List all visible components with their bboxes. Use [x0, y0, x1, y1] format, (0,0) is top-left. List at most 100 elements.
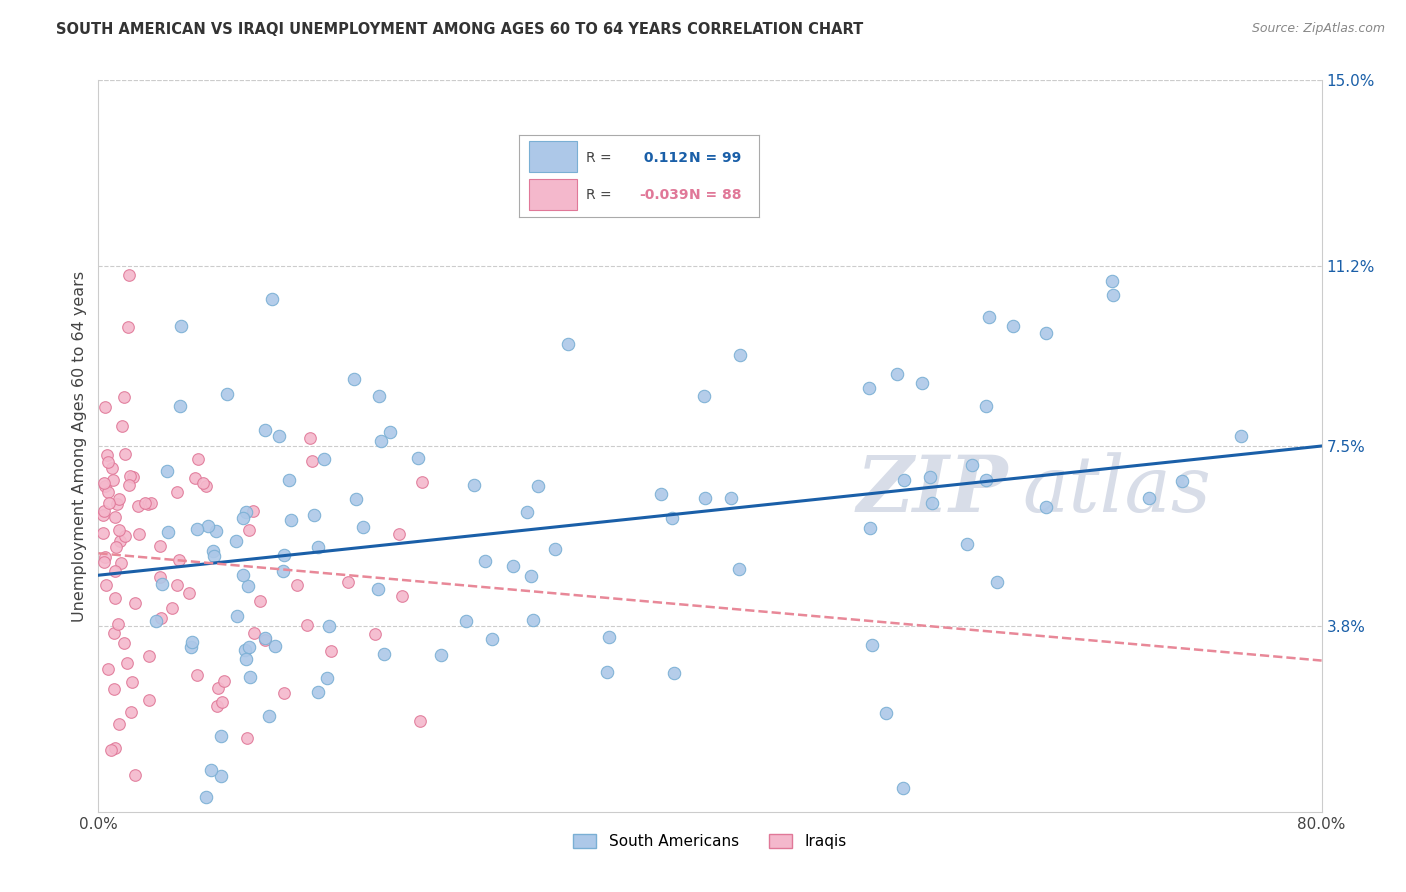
Point: [921, 496, 943, 510]
Point: [378, 425, 401, 440]
Point: [319, 644, 342, 658]
Point: [956, 537, 979, 551]
Point: [225, 534, 247, 549]
Point: [120, 706, 142, 720]
Point: [235, 505, 257, 519]
Point: [891, 781, 914, 796]
Point: [94, 550, 117, 565]
Point: [207, 681, 229, 695]
Point: [114, 529, 136, 543]
Text: 0.112: 0.112: [638, 151, 688, 165]
Point: [209, 769, 232, 783]
Point: [979, 310, 1001, 325]
Text: R =: R =: [586, 151, 616, 165]
Point: [226, 608, 249, 623]
Point: [114, 447, 136, 461]
Point: [273, 548, 295, 562]
Point: [104, 540, 127, 554]
Point: [96, 578, 118, 592]
Point: [149, 539, 172, 553]
Point: [366, 582, 388, 597]
Point: [118, 268, 141, 283]
Point: [233, 643, 256, 657]
Point: [117, 656, 139, 670]
Point: [160, 600, 183, 615]
Point: [138, 649, 160, 664]
Point: [391, 589, 413, 603]
Point: [411, 475, 433, 490]
Bar: [529, 141, 576, 172]
Point: [239, 670, 262, 684]
Point: [117, 320, 139, 334]
Point: [166, 485, 188, 500]
Point: [104, 740, 127, 755]
Point: [527, 479, 550, 493]
Point: [96, 448, 118, 462]
Point: [1101, 288, 1123, 302]
Point: [197, 519, 219, 533]
Point: [202, 549, 225, 563]
Text: N = 99: N = 99: [689, 151, 741, 165]
Point: [986, 574, 1008, 589]
Point: [280, 513, 302, 527]
Point: [232, 567, 254, 582]
Point: [101, 473, 124, 487]
Point: [149, 611, 172, 625]
Point: [337, 574, 360, 589]
Point: [273, 564, 295, 578]
Point: [94, 401, 117, 415]
Point: [156, 524, 179, 539]
Point: [318, 619, 340, 633]
Point: [307, 540, 329, 554]
Point: [180, 640, 202, 654]
Point: [232, 511, 254, 525]
Text: N = 88: N = 88: [689, 187, 742, 202]
Point: [352, 520, 374, 534]
Point: [91, 508, 114, 522]
Point: [242, 503, 264, 517]
Point: [93, 556, 115, 570]
Point: [138, 693, 160, 707]
Point: [97, 485, 120, 500]
Point: [200, 763, 222, 777]
Y-axis label: Unemployment Among Ages 60 to 64 years: Unemployment Among Ages 60 to 64 years: [72, 270, 87, 622]
Point: [307, 685, 329, 699]
Point: [893, 473, 915, 487]
Bar: [529, 179, 576, 211]
Point: [661, 510, 683, 524]
Point: [136, 497, 159, 511]
Point: [112, 391, 135, 405]
Point: [918, 470, 941, 484]
Point: [100, 743, 122, 757]
Point: [862, 638, 884, 652]
Point: [273, 686, 295, 700]
Point: [108, 717, 131, 731]
Point: [195, 479, 218, 493]
Point: [1137, 491, 1160, 506]
Point: [520, 569, 543, 583]
Point: [253, 423, 276, 437]
Legend: South Americans, Iraqis: South Americans, Iraqis: [567, 828, 853, 855]
Point: [156, 464, 179, 478]
Point: [720, 491, 742, 506]
Point: [149, 570, 172, 584]
Point: [121, 675, 143, 690]
Point: [370, 434, 392, 448]
Point: [960, 458, 983, 472]
Point: [128, 526, 150, 541]
Point: [184, 471, 207, 485]
Point: [122, 469, 145, 483]
Point: [264, 640, 287, 654]
Point: [1171, 475, 1194, 489]
Point: [364, 627, 387, 641]
Point: [875, 706, 897, 721]
Point: [1001, 319, 1024, 334]
Point: [316, 671, 339, 685]
Point: [103, 626, 125, 640]
Text: atlas: atlas: [1022, 451, 1211, 528]
Point: [104, 564, 127, 578]
Point: [215, 386, 238, 401]
Point: [454, 615, 477, 629]
Point: [110, 556, 132, 570]
Point: [186, 523, 208, 537]
